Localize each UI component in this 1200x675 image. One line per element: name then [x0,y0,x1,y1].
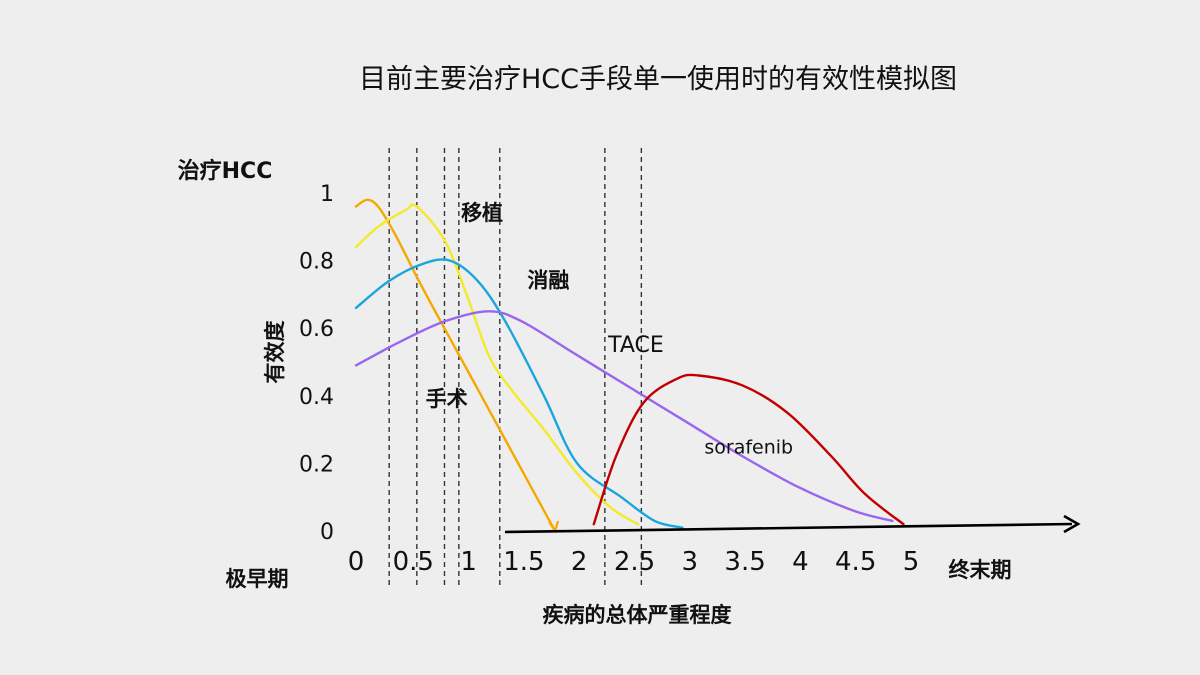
y-tick-label-2: 0.4 [299,385,334,410]
x-tick-label-6: 3 [682,547,699,577]
x-axis-arrowhead [1063,514,1081,534]
y-top-label: 治疗HCC [178,158,273,184]
axis-ticks: 0 0.5 1 1.5 2 2.5 3 3.5 4 4.5 5 0 0.2 0.4 0.6 0.8 1 [299,182,919,577]
series-line-1 [354,203,640,526]
series-line-0 [354,198,557,533]
chart-title: 目前主要治疗HCC手段单一使用时的有效性模拟图 [359,64,957,95]
x-axis-label: 疾病的总体严重程度 [543,603,732,627]
x-tick-label-10: 5 [903,547,920,577]
stage-dividers [388,148,643,585]
x-tick-label-5: 2.5 [614,547,655,577]
series-label-3: 手术 [426,387,468,411]
y-tick-label-3: 0.6 [299,317,334,342]
series-label-0: 移植 [461,201,503,225]
series-label-2: TACE [607,333,664,358]
y-tick-label-5: 1 [320,182,334,207]
series-curves [354,198,905,534]
y-tick-label-4: 0.8 [299,250,334,275]
y-axis-label: 有效度 [263,321,287,384]
y-tick-label-1: 0.2 [299,452,334,477]
x-tick-label-7: 3.5 [724,547,765,577]
series-line-2 [354,258,684,529]
series-label-4: sorafenib [704,436,793,458]
series-line-4 [592,373,905,526]
x-tick-label-2: 1 [460,547,477,577]
series-line-3 [354,310,894,523]
x-tick-label-4: 2 [571,547,588,577]
x-start-label: 极早期 [226,567,289,591]
x-end-label: 终末期 [949,558,1012,582]
x-tick-label-9: 4.5 [835,547,876,577]
y-tick-label-0: 0 [320,520,334,545]
x-axis-arrow [504,522,1073,534]
x-tick-label-3: 1.5 [503,547,544,577]
series-label-1: 消融 [527,269,569,293]
x-tick-label-1: 0.5 [393,547,434,577]
x-tick-label-0: 0 [348,547,365,577]
x-tick-label-8: 4 [792,547,809,577]
